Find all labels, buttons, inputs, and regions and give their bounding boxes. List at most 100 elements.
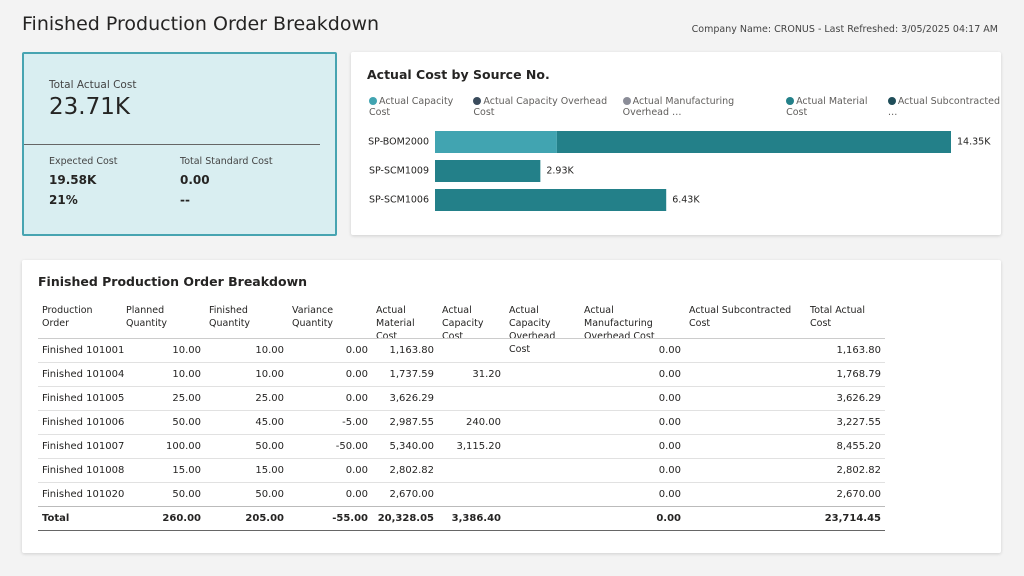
table-cell: Finished 101006 — [42, 417, 125, 428]
table-cell: 3,115.20 — [456, 441, 501, 452]
legend-label: Actual Subcontracted … — [887, 96, 1001, 118]
column-header: Planned Quantity — [126, 305, 168, 329]
table-cell: Finished 101005 — [42, 393, 125, 404]
row-rule — [38, 434, 885, 435]
table-bottom-rule — [38, 530, 885, 531]
table-cell: -50.00 — [335, 441, 368, 452]
column-header: Actual Capacity Cost — [442, 305, 484, 342]
refresh-info: Company Name: CRONUS - Last Refreshed: 3… — [691, 24, 998, 35]
table-cell: 1,163.80 — [389, 345, 434, 356]
table-cell: 2,802.82 — [389, 465, 434, 476]
table-cell: 260.00 — [162, 513, 201, 524]
table-cell: 2,670.00 — [836, 489, 881, 500]
table-cell: 100.00 — [166, 441, 201, 452]
table-cell: 10.00 — [172, 345, 201, 356]
table-cell: 45.00 — [255, 417, 284, 428]
table-cell: 3,626.29 — [389, 393, 434, 404]
legend-marker — [622, 97, 631, 105]
row-rule — [38, 386, 885, 387]
bar-segment — [435, 189, 667, 211]
row-rule — [38, 410, 885, 411]
table-cell: 31.20 — [472, 369, 501, 380]
row-rule — [38, 458, 885, 459]
table-cell: Finished 101008 — [42, 465, 125, 476]
table-cell: 8,455.20 — [836, 441, 881, 452]
table-cell: 0.00 — [345, 489, 368, 500]
table-cell: 2,987.55 — [389, 417, 434, 428]
table-cell: 20,328.05 — [377, 513, 434, 524]
table-cell: 3,386.40 — [451, 513, 501, 524]
table-cell: 0.00 — [658, 465, 681, 476]
page-title: Finished Production Order Breakdown — [22, 13, 380, 35]
table-cell: Finished 101020 — [42, 489, 125, 500]
total-rule — [38, 506, 885, 507]
table-cell: 25.00 — [172, 393, 201, 404]
legend-item: Actual Manufacturing Overhead … — [622, 96, 780, 118]
table-cell: 3,626.29 — [836, 393, 881, 404]
table-cell: 3,227.55 — [836, 417, 881, 428]
table-cell: 0.00 — [658, 417, 681, 428]
chart: SP-BOM2000 14.35K SP-SCM1009 2.93K SP-SCM100… — [368, 131, 991, 211]
table-cell: 10.00 — [255, 369, 284, 380]
divider — [24, 144, 320, 145]
table-cell: 15.00 — [255, 465, 284, 476]
table-cell: 2,670.00 — [389, 489, 434, 500]
standard-value: 0.00 — [180, 173, 210, 187]
table-cell: 0.00 — [658, 489, 681, 500]
kpi-card: Total Actual Cost 23.71K Expected Cost 1… — [22, 52, 337, 236]
table-cell: 5,340.00 — [389, 441, 434, 452]
table-cell: 25.00 — [255, 393, 284, 404]
expected-value: 19.58K — [49, 173, 97, 187]
table-cell: 205.00 — [245, 513, 284, 524]
legend-label: Actual Capacity Cost — [369, 96, 454, 118]
standard-pct: -- — [180, 193, 190, 207]
standard-label: Total Standard Cost — [180, 156, 273, 167]
legend-item: Actual Material Cost — [786, 96, 882, 118]
row-rule — [38, 362, 885, 363]
total-label: 14.35K — [957, 137, 991, 148]
table-cell: -55.00 — [332, 513, 368, 524]
expected-pct: 21% — [49, 193, 78, 207]
legend-marker — [473, 97, 482, 105]
chart-title: Actual Cost by Source No. — [367, 67, 550, 82]
table-cell: 1,163.80 — [836, 345, 881, 356]
column-header: Total Actual Cost — [810, 305, 865, 329]
table-cell: 15.00 — [172, 465, 201, 476]
legend-item: Actual Capacity Cost — [369, 96, 467, 118]
legend-label: Actual Capacity Overhead Cost — [473, 96, 608, 118]
legend-label: Actual Manufacturing Overhead … — [622, 96, 735, 118]
table-cell: 1,768.79 — [836, 369, 881, 380]
table-cell: 0.00 — [658, 345, 681, 356]
column-header: Actual Subcontracted Cost — [689, 305, 792, 329]
expected-label: Expected Cost — [49, 156, 118, 167]
total-label: 2.93K — [546, 166, 574, 177]
table-cell: 0.00 — [658, 393, 681, 404]
bar-segment — [556, 131, 951, 153]
table-cell: 0.00 — [345, 393, 368, 404]
bar-segment — [435, 160, 541, 182]
legend-label: Actual Material Cost — [786, 96, 868, 118]
table-cell: 0.00 — [658, 441, 681, 452]
table-cell: 50.00 — [172, 489, 201, 500]
legend: Actual Capacity Cost Actual Capacity Over… — [369, 96, 1001, 118]
bar-segment — [435, 131, 557, 153]
table-cell: 0.00 — [345, 345, 368, 356]
legend-item: Actual Capacity Overhead Cost — [473, 96, 616, 118]
table-cell: Finished 101004 — [42, 369, 125, 380]
column-header: Actual Manufacturing Overhead Cost — [584, 305, 655, 342]
column-header: Actual Material Cost — [376, 305, 415, 342]
y-tick-label: SP-SCM1009 — [369, 166, 429, 177]
table-cell: Total — [42, 513, 70, 524]
kpi-value: 23.71K — [49, 94, 130, 120]
y-tick-label: SP-SCM1006 — [369, 195, 429, 206]
table-cell: 50.00 — [255, 489, 284, 500]
legend-item: Actual Subcontracted … — [887, 96, 1001, 118]
legend-marker — [887, 97, 896, 105]
row-rule — [38, 482, 885, 483]
chart-card: Actual Cost by Source No. Actual Capacit… — [351, 52, 1001, 235]
table-cell: 50.00 — [172, 417, 201, 428]
table-cell: 0.00 — [345, 465, 368, 476]
column-header: Finished Quantity — [209, 305, 251, 329]
kpi-label: Total Actual Cost — [49, 79, 137, 91]
